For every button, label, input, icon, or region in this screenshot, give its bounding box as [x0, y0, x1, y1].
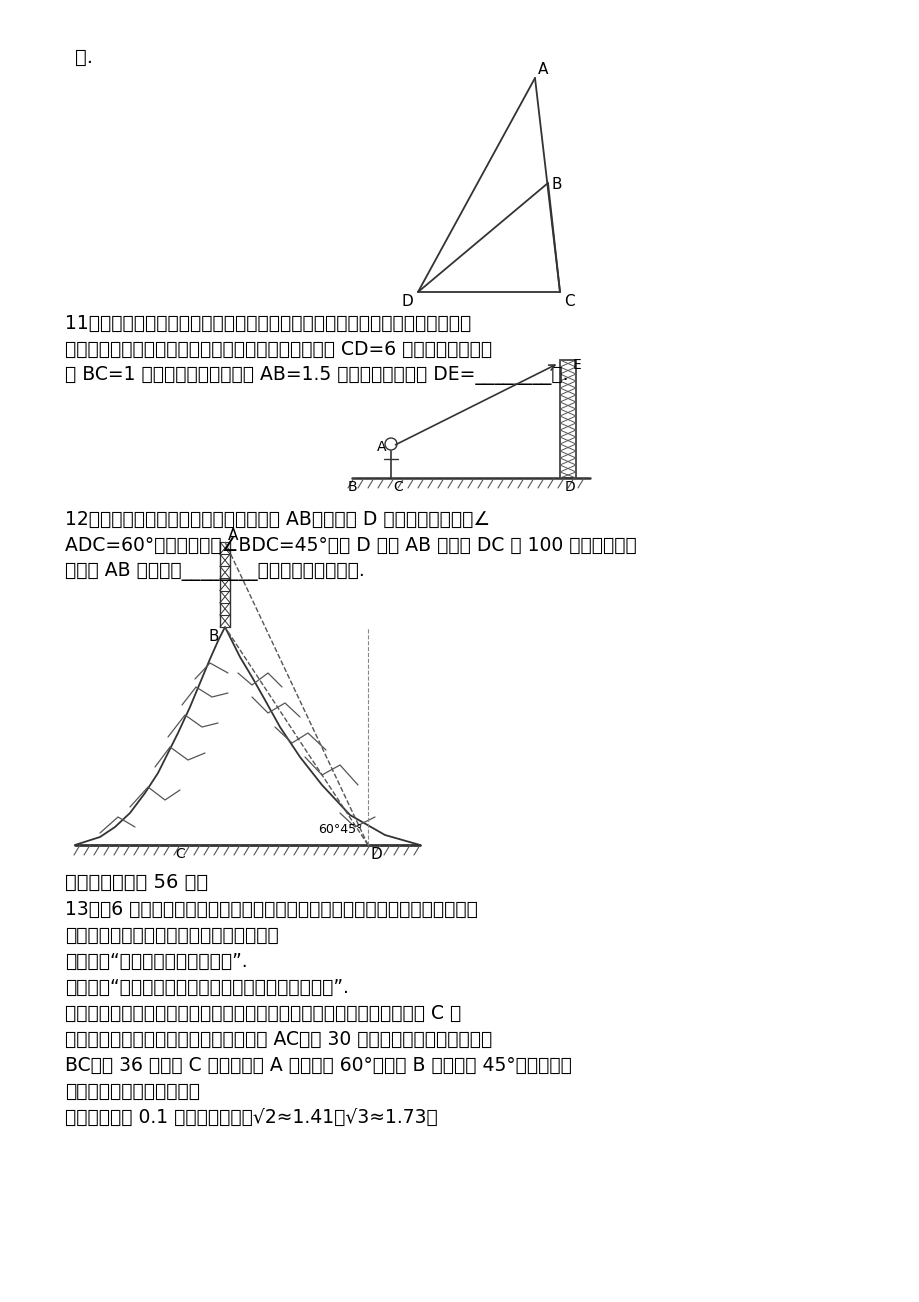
Bar — [560, 359, 575, 478]
Text: A: A — [538, 62, 548, 77]
Text: （结果精确到 0.1 米，参考数据：√2≈1.41，√3≈1.73）: （结果精确到 0.1 米，参考数据：√2≈1.41，√3≈1.73） — [65, 1108, 437, 1128]
Text: C: C — [175, 848, 185, 861]
Text: 小强说：“我的风筝引线比你的长，我的风筝飞得更高”.: 小强说：“我的风筝引线比你的长，我的风筝飞得更高”. — [65, 978, 348, 997]
Text: A: A — [377, 440, 386, 454]
Text: A: A — [228, 529, 238, 543]
Text: 能从积水中看到旗杆的顶端，测得积水与旗杆底部距离 CD=6 米，他与积水的距: 能从积水中看到旗杆的顶端，测得积水与旗杆底部距离 CD=6 米，他与积水的距 — [65, 340, 492, 359]
Text: 12．如图，某山顶上建有手机信号中转塔 AB，在地面 D 处测得塔尖的仰角∠: 12．如图，某山顶上建有手机信号中转塔 AB，在地面 D 处测得塔尖的仰角∠ — [65, 510, 490, 529]
Text: 离 BC=1 米，他的眼睛距离地面 AB=1.5 米，则旗杆的高度 DE=________米.: 离 BC=1 米，他的眼睛距离地面 AB=1.5 米，则旗杆的高度 DE=___… — [65, 366, 568, 385]
Text: E: E — [573, 358, 581, 372]
Text: （如图），现已知小明的风筝引线（线段 AC）长 30 米，小强的风筝引线（线段: （如图），现已知小明的风筝引线（线段 AC）长 30 米，小强的风筝引线（线段 — [65, 1030, 492, 1049]
Text: ADC=60°，塔底的仰角∠BDC=45°，点 D 距塔 AB 的距离 DC 为 100 米，手机信号: ADC=60°，塔底的仰角∠BDC=45°，点 D 距塔 AB 的距离 DC 为… — [65, 536, 636, 555]
Text: D: D — [402, 294, 414, 309]
Text: 中转塔 AB 的高度为________米（结果保留根号）.: 中转塔 AB 的高度为________米（结果保留根号）. — [65, 562, 364, 581]
Text: 11．如图，小明在测量旗杆高度的实践活动中，发现地面上有一滩积水，他刚好: 11．如图，小明在测量旗杆高度的实践活动中，发现地面上有一滩积水，他刚好 — [65, 314, 471, 333]
Text: 谁的风筝飞得更高呢？于是他们将两个风筝引线的一段都固定在地面上的 C 处: 谁的风筝飞得更高呢？于是他们将两个风筝引线的一段都固定在地面上的 C 处 — [65, 1004, 460, 1023]
Text: 小明说：“我的风筝飞得比你的高”.: 小明说：“我的风筝飞得比你的高”. — [65, 952, 247, 971]
Text: 三、解答题（共 56 分）: 三、解答题（共 56 分） — [65, 874, 208, 892]
Text: C: C — [563, 294, 574, 309]
Text: D: D — [564, 480, 575, 493]
Text: 米.: 米. — [75, 48, 93, 66]
Text: 60°45°: 60°45° — [318, 823, 362, 836]
Text: B: B — [209, 629, 220, 644]
Text: B: B — [347, 480, 357, 493]
Text: D: D — [370, 848, 382, 862]
Text: B: B — [551, 177, 562, 191]
Text: 13．（6 分）在一个阳光明媚，微风习习的周末，小明和小强一起到聂耳文化广: 13．（6 分）在一个阳光明媚，微风习习的周末，小明和小强一起到聂耳文化广 — [65, 900, 477, 919]
Text: BC）长 36 米，在 C 处测得风筝 A 的仰角为 60°，风筝 B 的仰角为 45°，请通过计: BC）长 36 米，在 C 处测得风筝 A 的仰角为 60°，风筝 B 的仰角为… — [65, 1056, 572, 1075]
Text: C: C — [392, 480, 403, 493]
Text: 场放风筝，放了一会儿，两个人争吩起来：: 场放风筝，放了一会儿，两个人争吩起来： — [65, 926, 278, 945]
Text: 算说明谁的风筝飞得更高？: 算说明谁的风筝飞得更高？ — [65, 1082, 199, 1101]
